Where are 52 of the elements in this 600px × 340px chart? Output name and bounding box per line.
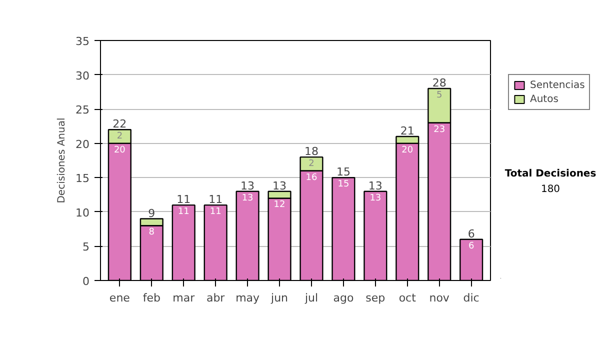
x-tick-label: may: [236, 292, 260, 304]
total-label: 11: [176, 193, 191, 206]
y-tick-label: 0: [82, 275, 90, 288]
x-tick-label: feb: [142, 292, 160, 304]
x-tick-label: mar: [172, 292, 196, 304]
total-label: 18: [304, 145, 318, 158]
x-tick-label: jul: [304, 292, 318, 304]
data-label: 11: [210, 207, 222, 218]
total-label: 11: [208, 193, 223, 206]
total-label: 9: [148, 206, 156, 220]
x-tick-label: sep: [366, 292, 386, 304]
total-label: 13: [240, 179, 255, 192]
x-tick-label: abr: [206, 292, 226, 304]
total-label: 6: [468, 227, 475, 240]
x-tick-label: ene: [109, 292, 130, 304]
y-tick-label: 5: [82, 240, 90, 254]
text: Total Decisiones: [504, 168, 596, 180]
text: 180: [540, 184, 560, 196]
legend-label: Sentencias: [530, 79, 585, 91]
data-label: 2: [116, 132, 123, 142]
y-tick-label: 25: [76, 104, 90, 117]
data-label: 13: [370, 193, 382, 204]
total-label: 22: [112, 118, 127, 131]
data-label: 2: [308, 159, 314, 170]
data-label: 23: [434, 124, 446, 135]
total-label: 21: [400, 124, 414, 138]
y-tick-label: 10: [76, 206, 90, 220]
data-label: 11: [178, 207, 190, 218]
data-label: 8: [148, 228, 155, 238]
y-axis-title: Decisiones Anual: [56, 118, 68, 204]
x-tick-label: oct: [398, 292, 417, 304]
y-tick-label: 30: [76, 69, 90, 82]
total-label: 28: [432, 76, 446, 90]
data-label: 16: [306, 172, 318, 183]
x-tick-label: jun: [270, 292, 288, 304]
x-tick-label: nov: [429, 292, 450, 304]
data-label: 13: [242, 193, 254, 204]
y-tick-label: 15: [76, 172, 90, 186]
total-label: 13: [368, 179, 382, 192]
data-label: 12: [274, 200, 286, 210]
legend-label: Autos: [530, 93, 558, 105]
data-label: 20: [402, 145, 414, 156]
data-label: 15: [338, 180, 350, 190]
x-tick-label: dic: [463, 292, 480, 304]
y-tick-label: 20: [76, 138, 90, 151]
data-label: 6: [468, 241, 474, 252]
total-label: 15: [336, 166, 350, 179]
data-label: 20: [114, 145, 126, 156]
data-label: 5: [436, 90, 442, 100]
y-tick-label: 35: [76, 35, 90, 48]
total-label: 13: [272, 179, 287, 192]
x-tick-label: ago: [333, 292, 354, 304]
